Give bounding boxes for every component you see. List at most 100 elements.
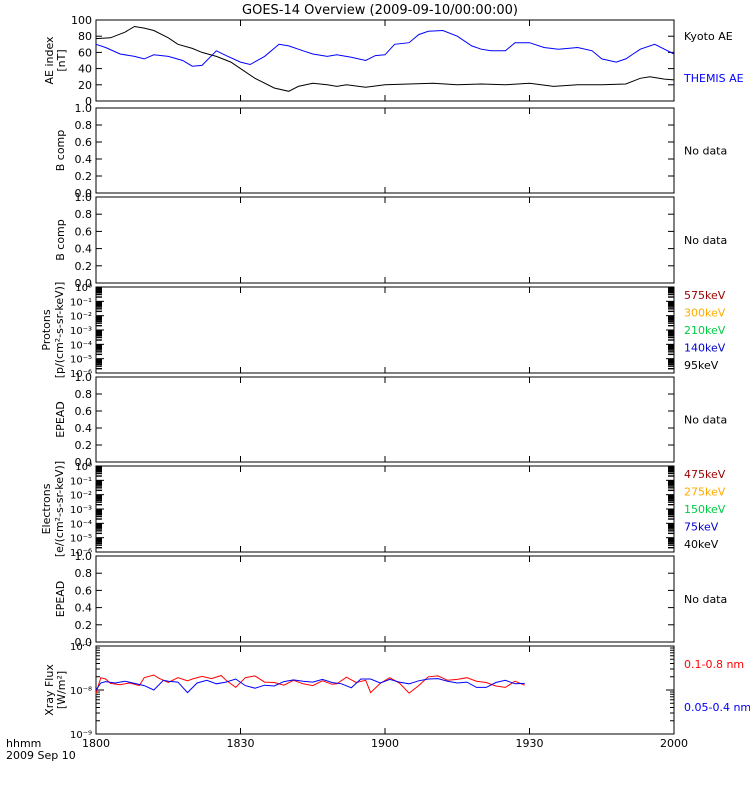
panel-electrons: 10⁰ 10⁻¹ 10⁻² 10⁻³ 10⁻⁴ 10⁻⁵ 10⁻⁶ Electrons [e/(… bbox=[40, 461, 726, 559]
y-tick-label: 1.0 bbox=[75, 191, 93, 204]
panel-epead2: 0.0 0.2 0.4 0.6 0.8 1.0 EPEAD No data bbox=[54, 550, 727, 649]
legend-energy-475kev: 475keV bbox=[684, 468, 726, 481]
legend-energy-300kev: 300keV bbox=[684, 307, 726, 320]
time-unit-label: hhmm bbox=[6, 737, 41, 750]
series-line-kyoto-ae bbox=[95, 25, 675, 92]
y-tick-label: 10⁻⁵ bbox=[70, 355, 92, 366]
y-tick-label: 0.2 bbox=[75, 260, 93, 273]
y-axis-label: EPEAD bbox=[54, 401, 67, 438]
y-tick-label: 0.6 bbox=[75, 225, 93, 238]
series-line-themis-ae bbox=[95, 29, 675, 67]
panel-frame bbox=[95, 376, 675, 463]
y-axis-label: Protons bbox=[40, 309, 53, 350]
panel-epead1: 0.0 0.2 0.4 0.6 0.8 1.0 EPEAD No data bbox=[54, 371, 727, 469]
legend-energy-275kev: 275keV bbox=[684, 486, 726, 499]
y-tick-label: 10⁻⁴ bbox=[70, 340, 92, 351]
panel-frame bbox=[95, 196, 675, 284]
y-axis-label: Xray Flux bbox=[43, 664, 56, 716]
y-axis-label: AE index bbox=[43, 36, 56, 85]
y-tick-label: 0.6 bbox=[75, 584, 93, 597]
legend-energy-210kev: 210keV bbox=[684, 324, 726, 337]
y-tick-label: 20 bbox=[78, 79, 92, 92]
y-axis-label: B comp bbox=[54, 130, 67, 172]
y-tick-label: 10⁻⁸ bbox=[70, 686, 92, 697]
legend-themis-ae: THEMIS AE bbox=[683, 72, 744, 85]
y-tick-label: 0.0 bbox=[75, 636, 93, 649]
y-axis-label: [W/m²] bbox=[55, 671, 68, 709]
legend-energy-95kev: 95keV bbox=[684, 359, 719, 372]
y-tick-label: 100 bbox=[71, 14, 92, 27]
legend-xray-short: 0.05-0.4 nm bbox=[684, 701, 750, 714]
legend-no-data: No data bbox=[684, 145, 727, 158]
y-tick-label: 0.2 bbox=[75, 439, 93, 452]
y-tick-label: 0.6 bbox=[75, 136, 93, 149]
y-tick-label: 40 bbox=[78, 63, 92, 76]
legend-energy-575kev: 575keV bbox=[684, 289, 726, 302]
y-tick-label: 10⁻² bbox=[70, 312, 92, 323]
panel-frame bbox=[95, 555, 675, 643]
panel-frame bbox=[95, 286, 675, 374]
y-tick-label: 10⁻² bbox=[70, 491, 92, 502]
y-tick-label: 0.8 bbox=[75, 208, 93, 221]
y-tick-label: 10⁻⁴ bbox=[70, 519, 92, 530]
legend-xray-long: 0.1-0.8 nm bbox=[684, 658, 744, 671]
y-tick-label: 1.0 bbox=[75, 371, 93, 384]
y-tick-label: 0.8 bbox=[75, 119, 93, 132]
y-tick-label: 10⁰ bbox=[75, 283, 92, 294]
legend-energy-40kev: 40keV bbox=[684, 538, 719, 551]
y-tick-label: 10⁻⁷ bbox=[70, 642, 92, 653]
x-tick-label: 1930 bbox=[516, 737, 544, 750]
legend-no-data: No data bbox=[684, 414, 727, 427]
y-axis-label: [e/(cm²-s-sr-keV)] bbox=[53, 461, 66, 557]
y-tick-label: 10⁻³ bbox=[70, 326, 92, 337]
y-axis-label: [p/(cm²-s-sr-keV)] bbox=[53, 282, 66, 379]
y-tick-label: 80 bbox=[78, 30, 92, 43]
x-tick-label: 1830 bbox=[227, 737, 255, 750]
y-tick-label: 10⁰ bbox=[75, 462, 92, 473]
panel-frame bbox=[95, 107, 675, 194]
panel-frame bbox=[95, 465, 675, 553]
panel-b2: 0.0 0.2 0.4 0.6 0.8 1.0 B comp No data bbox=[54, 191, 727, 290]
legend-no-data: No data bbox=[684, 234, 727, 247]
date-label: 2009 Sep 10 bbox=[6, 749, 76, 762]
panel-ae: 0 20 40 60 80 100 AE index [nT] Kyoto AE THEMIS A… bbox=[43, 14, 744, 108]
y-tick-label: 10⁻⁶ bbox=[70, 369, 92, 380]
panel-protons: 10⁰ 10⁻¹ 10⁻² 10⁻³ 10⁻⁴ 10⁻⁵ 10⁻⁶ Protons [p/(cm… bbox=[40, 282, 726, 380]
y-axis-label: Electrons bbox=[40, 483, 53, 534]
figure-title: GOES-14 Overview (2009-09-10/00:00:00) bbox=[242, 3, 518, 18]
y-tick-label: 10⁻⁹ bbox=[70, 730, 92, 741]
panel-frame bbox=[95, 645, 675, 735]
y-tick-label: 1.0 bbox=[75, 102, 93, 115]
series-line-0-1-0-8-nm bbox=[95, 674, 525, 694]
y-tick-label: 0.2 bbox=[75, 170, 93, 183]
y-tick-label: 0.2 bbox=[75, 619, 93, 632]
y-tick-label: 0.6 bbox=[75, 405, 93, 418]
y-axis-label: [nT] bbox=[55, 49, 68, 71]
y-tick-label: 0.0 bbox=[75, 187, 93, 200]
legend-energy-140kev: 140keV bbox=[684, 342, 726, 355]
x-tick-label: 1900 bbox=[371, 737, 399, 750]
y-tick-label: 0.0 bbox=[75, 456, 93, 469]
y-tick-label: 0.0 bbox=[75, 277, 93, 290]
panels: 0 20 40 60 80 100 AE index [nT] Kyoto AE THEMIS A… bbox=[40, 14, 750, 750]
y-tick-label: 0 bbox=[85, 95, 92, 108]
y-tick-label: 10⁻¹ bbox=[70, 476, 92, 487]
legend-energy-75kev: 75keV bbox=[684, 521, 719, 534]
y-axis-label: B comp bbox=[54, 219, 67, 261]
series-line-0-05-0-4-nm bbox=[95, 678, 525, 694]
legend-energy-150kev: 150keV bbox=[684, 503, 726, 516]
x-tick-label: 1800 bbox=[82, 737, 110, 750]
y-tick-label: 0.4 bbox=[75, 243, 93, 256]
y-tick-label: 0.8 bbox=[75, 388, 93, 401]
y-tick-label: 1.0 bbox=[75, 550, 93, 563]
panel-b1: 0.0 0.2 0.4 0.6 0.8 1.0 B comp No data bbox=[54, 102, 727, 200]
panel-xray: 10⁻⁷ 10⁻⁸ 10⁻⁹ Xray Flux [W/m²] 0.1-0.8 nm 0.0… bbox=[43, 642, 750, 741]
y-axis-label: EPEAD bbox=[54, 581, 67, 618]
y-tick-label: 10⁻³ bbox=[70, 505, 92, 516]
y-tick-label: 10⁻⁵ bbox=[70, 534, 92, 545]
y-tick-label: 10⁻¹ bbox=[70, 297, 92, 308]
y-tick-label: 0.4 bbox=[75, 602, 93, 615]
y-tick-label: 60 bbox=[78, 46, 92, 59]
